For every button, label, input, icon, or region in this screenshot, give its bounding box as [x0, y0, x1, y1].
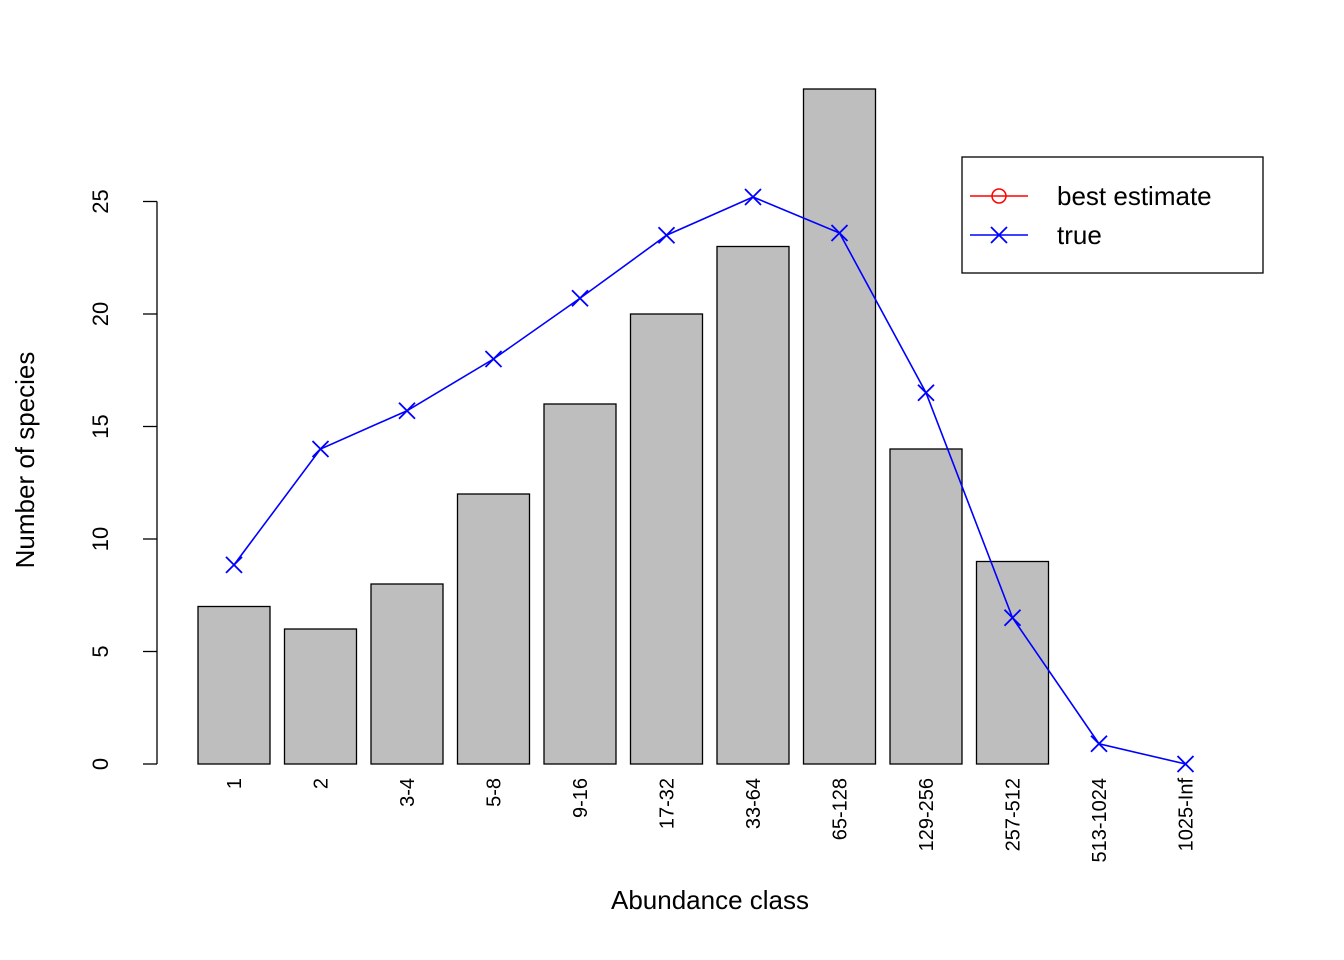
legend-label: best estimate	[1057, 181, 1212, 211]
series-line	[233, 196, 1186, 765]
bar	[802, 88, 877, 765]
bar	[629, 313, 704, 765]
bar	[543, 403, 617, 765]
y-tick-label: 15	[88, 414, 113, 438]
series-point	[398, 402, 416, 420]
x-tick-label: 2	[311, 778, 333, 789]
bar	[197, 605, 271, 765]
legend-label: true	[1057, 220, 1102, 250]
series-point	[1003, 609, 1022, 627]
y-axis-title: Number of species	[10, 352, 40, 569]
series-point-stroke	[1176, 755, 1195, 773]
series-point-stroke	[484, 350, 503, 368]
legend-marker	[991, 188, 1007, 204]
bar	[283, 628, 358, 765]
y-tick-label: 5	[88, 645, 113, 657]
series-point-stroke	[917, 384, 935, 402]
x-tick-label: 9-16	[570, 778, 592, 818]
y-tick-label: 20	[88, 302, 113, 326]
series-point	[830, 224, 849, 242]
x-tick-label: 17-32	[657, 778, 679, 829]
bar	[456, 493, 531, 765]
x-axis-title: Abundance class	[611, 885, 809, 915]
y-tick-label: 10	[88, 527, 113, 551]
x-tick-label: 513-1024	[1089, 778, 1111, 863]
series-point-stroke	[744, 188, 762, 206]
series-point	[311, 440, 330, 458]
series-point-stroke	[1003, 609, 1022, 627]
bar	[889, 448, 963, 765]
x-tick-label: 1025-Inf	[1176, 778, 1198, 852]
x-tick-label: 5-8	[484, 778, 506, 807]
series-point	[571, 289, 589, 307]
series-point-stroke	[657, 226, 676, 244]
series-point-stroke	[225, 556, 243, 574]
x-tick-label: 129-256	[916, 778, 938, 851]
x-tick-label: 33-64	[743, 778, 765, 829]
series-point	[917, 384, 935, 402]
series-point	[744, 188, 762, 206]
legend-marker	[990, 226, 1008, 244]
series-point	[657, 226, 676, 244]
series-point	[225, 556, 243, 574]
legend-box	[961, 156, 1264, 274]
x-tick-label: 1	[224, 778, 246, 789]
series-point	[1090, 735, 1108, 753]
series-point-stroke	[830, 224, 849, 242]
series-point-stroke	[398, 402, 416, 420]
bar	[716, 245, 790, 765]
bar	[975, 560, 1050, 765]
y-tick-label: 0	[88, 758, 113, 770]
series-point-stroke	[311, 440, 330, 458]
x-tick-label: 257-512	[1003, 778, 1025, 851]
series-point	[484, 350, 503, 368]
series-point-stroke	[571, 289, 589, 307]
series-point	[1176, 755, 1195, 773]
bar	[370, 583, 444, 765]
x-tick-label: 65-128	[830, 778, 852, 840]
x-tick-label: 3-4	[397, 778, 419, 807]
legend-marker-stroke	[990, 226, 1008, 244]
y-tick-label: 25	[88, 189, 113, 213]
series-point-stroke	[1090, 735, 1108, 753]
